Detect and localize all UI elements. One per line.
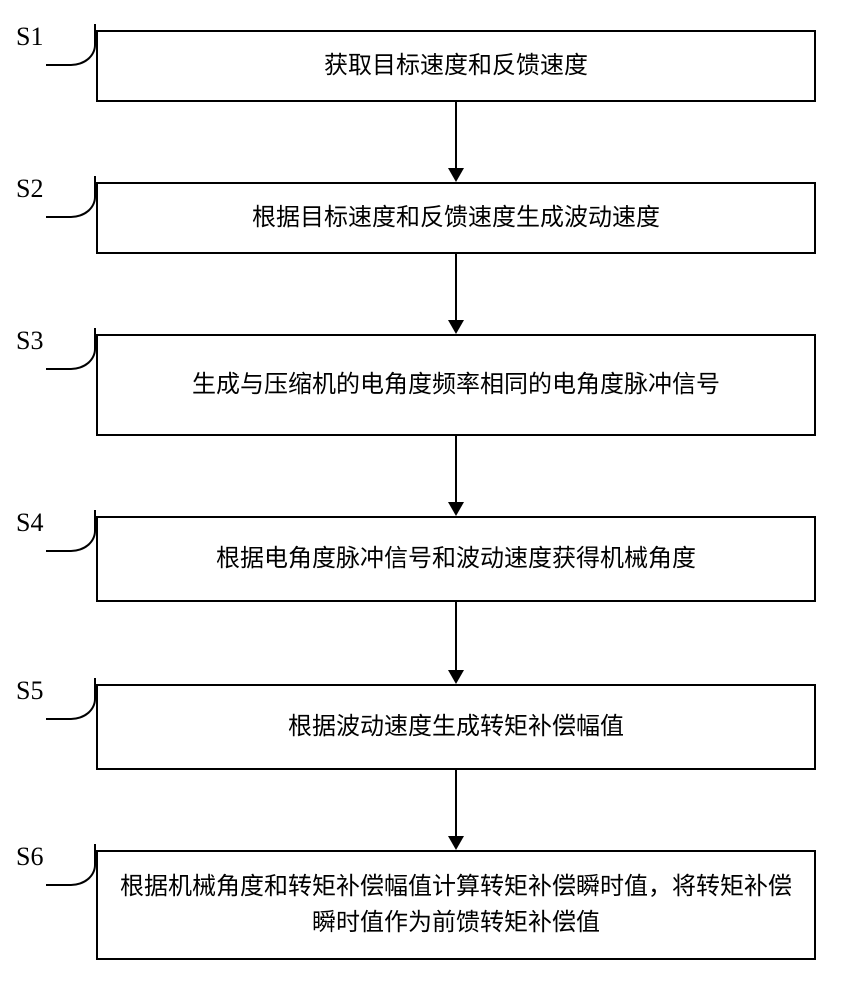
arrow-s4-s5-head [448,670,464,684]
arrow-s2-s3-line [455,254,457,320]
arrow-s5-s6-head [448,836,464,850]
connector-s6 [46,844,96,886]
label-s6: S6 [16,842,43,872]
box-s3: 生成与压缩机的电角度频率相同的电角度脉冲信号 [96,334,816,436]
box-s6: 根据机械角度和转矩补偿幅值计算转矩补偿瞬时值，将转矩补偿瞬时值作为前馈转矩补偿值 [96,850,816,960]
text-s2: 根据目标速度和反馈速度生成波动速度 [252,200,660,236]
connector-s3 [46,328,96,370]
box-s5: 根据波动速度生成转矩补偿幅值 [96,684,816,770]
arrow-s1-s2-line [455,102,457,168]
box-s4: 根据电角度脉冲信号和波动速度获得机械角度 [96,516,816,602]
connector-s5 [46,678,96,720]
text-s6: 根据机械角度和转矩补偿幅值计算转矩补偿瞬时值，将转矩补偿瞬时值作为前馈转矩补偿值 [118,869,794,941]
box-s1: 获取目标速度和反馈速度 [96,30,816,102]
flowchart-canvas: S1 获取目标速度和反馈速度 S2 根据目标速度和反馈速度生成波动速度 S3 生… [0,0,859,1000]
arrow-s5-s6-line [455,770,457,836]
label-s4: S4 [16,508,43,538]
box-s2: 根据目标速度和反馈速度生成波动速度 [96,182,816,254]
connector-s4 [46,510,96,552]
connector-s1 [46,24,96,66]
text-s3: 生成与压缩机的电角度频率相同的电角度脉冲信号 [192,367,720,403]
arrow-s3-s4-head [448,502,464,516]
text-s5: 根据波动速度生成转矩补偿幅值 [288,709,624,745]
label-s5: S5 [16,676,43,706]
label-s2: S2 [16,174,43,204]
arrow-s2-s3-head [448,320,464,334]
arrow-s1-s2-head [448,168,464,182]
text-s4: 根据电角度脉冲信号和波动速度获得机械角度 [216,541,696,577]
text-s1: 获取目标速度和反馈速度 [324,48,588,84]
label-s3: S3 [16,326,43,356]
label-s1: S1 [16,22,43,52]
connector-s2 [46,176,96,218]
arrow-s4-s5-line [455,602,457,670]
arrow-s3-s4-line [455,436,457,502]
